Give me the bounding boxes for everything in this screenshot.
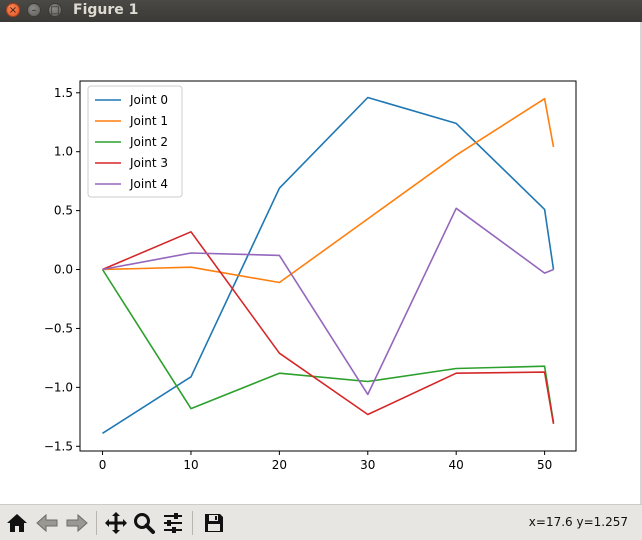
toolbar-separator (96, 511, 97, 535)
close-window-button[interactable]: × (6, 3, 20, 17)
figure-canvas[interactable]: 0 10 20 30 40 50 −1.5 −1.0 −0.5 0.0 0.5 1.0 1.5 Join… (0, 22, 642, 504)
series-line-2 (101, 269, 555, 423)
save-button[interactable] (200, 509, 228, 537)
axes-frame (79, 80, 577, 452)
maximize-window-button[interactable]: □ (48, 3, 62, 17)
sliders-icon (164, 513, 182, 533)
series-line-3 (102, 231, 555, 425)
legend-box (87, 85, 183, 198)
y-tick-label: −1.0 (44, 380, 73, 394)
x-tick-label: 20 (272, 458, 287, 472)
home-button[interactable] (3, 509, 31, 537)
y-tick-label: 1.0 (54, 145, 73, 159)
legend-label: Joint 0 (129, 93, 168, 107)
forward-button[interactable] (63, 509, 91, 537)
y-tick-label: −1.5 (44, 439, 73, 453)
back-arrow-icon (36, 513, 58, 533)
series-line-4 (102, 207, 554, 396)
x-tick-label: 10 (183, 458, 198, 472)
window-title: Figure 1 (73, 2, 139, 18)
series-line-1 (102, 97, 555, 284)
forward-arrow-icon (66, 513, 88, 533)
magnifier-icon (134, 513, 155, 534)
legend-label: Joint 3 (129, 156, 168, 170)
legend-label: Joint 2 (129, 135, 168, 149)
x-tick-label: 30 (360, 458, 375, 472)
cursor-coordinates: x=17.6 y=1.257 (528, 515, 628, 529)
move-icon (105, 512, 127, 534)
window-titlebar: × – □ Figure 1 (0, 0, 642, 22)
x-tick-label: 50 (537, 458, 552, 472)
pan-button[interactable] (102, 509, 130, 537)
canvas-border (640, 22, 642, 504)
legend: Joint 0 Joint 1 Joint 2 Joint 3 Joint 4 (87, 85, 183, 198)
series-line-0 (102, 96, 555, 434)
home-icon (7, 514, 27, 532)
minimize-window-button[interactable]: – (27, 3, 41, 17)
x-tick-label: 0 (99, 458, 107, 472)
axes: 0 10 20 30 40 50 −1.5 −1.0 −0.5 0.0 0.5 1.0 1.5 (44, 80, 577, 472)
line-chart[interactable]: 0 10 20 30 40 50 −1.5 −1.0 −0.5 0.0 0.5 1.0 1.5 Join… (0, 22, 642, 504)
floppy-disk-icon (205, 514, 223, 532)
y-tick-label: 0.0 (54, 263, 73, 277)
y-tick-label: −0.5 (44, 321, 73, 335)
zoom-button[interactable] (130, 509, 158, 537)
y-tick-label: 0.5 (54, 204, 73, 218)
configure-subplots-button[interactable] (159, 509, 187, 537)
x-tick-label: 40 (449, 458, 464, 472)
legend-label: Joint 4 (129, 177, 168, 191)
navigation-toolbar: x=17.6 y=1.257 (0, 504, 642, 540)
series-lines (101, 96, 555, 434)
legend-label: Joint 1 (129, 114, 168, 128)
y-tick-label: 1.5 (54, 86, 73, 100)
toolbar-separator (192, 511, 193, 535)
back-button[interactable] (33, 509, 61, 537)
